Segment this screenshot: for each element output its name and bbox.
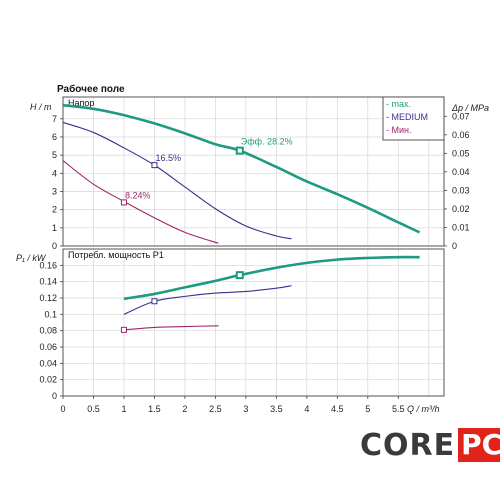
power-y-tick-label: 0.06 [39,342,57,352]
x-tick-label: 3.5 [270,404,283,414]
x-tick-label: 1.5 [148,404,161,414]
efficiency-label-medium: 16.5% [155,153,181,163]
x-tick-label: 2 [182,404,187,414]
head-y-tick-label: 7 [52,114,57,124]
x-tick-label: 2.5 [209,404,222,414]
power-curve-min [123,325,219,331]
x-tick-label: 4 [304,404,309,414]
x-tick-label: 5.5 [392,404,405,414]
legend-item-medium: - MEDIUM [386,112,428,122]
corepc-logo: CORE PC [360,427,500,463]
x-axis-label: Q / m³/h [407,404,440,414]
power-marker-min [120,326,127,333]
head-y2-tick-label: 0.04 [452,167,470,177]
head-y2-tick-label: 0.03 [452,185,470,195]
power-y-tick-label: 0.04 [39,358,57,368]
head-y-tick-label: 5 [52,150,57,160]
head-y-tick-label: 2 [52,205,57,215]
x-tick-label: 0 [60,404,65,414]
legend-item-max: - max. [386,99,411,109]
head-y-tick-label: 6 [52,132,57,142]
power-y-tick-label: 0 [52,391,57,401]
head-y2-tick-label: 0.01 [452,222,470,232]
head-marker-min [120,199,127,206]
power-marker-medium [151,298,158,305]
head-y2-tick-label: 0.05 [452,148,470,158]
x-tick-label: 3 [243,404,248,414]
head-y2-tick-label: 0.06 [452,130,470,140]
x-tick-label: 5 [365,404,370,414]
head-y2-tick-label: 0 [452,241,457,251]
head-marker-max [235,146,244,155]
head-y-tick-label: 0 [52,241,57,251]
chart-title: Рабочее поле [57,83,125,95]
power-y-tick-label: 0.1 [44,309,57,319]
power-panel-label: Потребл. мощность P1 [68,250,164,260]
efficiency-label-min: 8.24% [125,190,151,200]
power-curve-medium [123,285,292,315]
legend-box [382,96,445,141]
head-y-tick-label: 1 [52,223,57,233]
power-y-tick-label: 0.12 [39,293,57,303]
logo-pc-text: PC [458,428,500,462]
legend: - max. - MEDIUM - Мин. [382,96,445,141]
head-panel-label: Напор [68,98,94,108]
power-y-tick-label: 0.16 [39,260,57,270]
head-y-tick-label: 3 [52,186,57,196]
head-marker-medium [151,162,158,169]
head-curve-min [62,160,219,244]
power-curve-max [123,255,420,301]
legend-item-min: - Мин. [386,125,412,135]
x-tick-label: 4.5 [331,404,344,414]
power-y-tick-label: 0.02 [39,375,57,385]
head-y2-axis-label: Δp / MPa [451,103,489,113]
head-y-axis-label: H / m [30,102,52,112]
power-marker-max [235,271,244,280]
power-y-tick-label: 0.14 [39,277,57,287]
head-y2-tick-label: 0.07 [452,111,470,121]
head-y-tick-label: 4 [52,168,57,178]
head-y2-tick-label: 0.02 [452,204,470,214]
power-panel-frame [62,248,445,397]
logo-core-text: CORE [360,427,456,463]
power-y-tick-label: 0.08 [39,326,57,336]
power-y-axis-label: P₁ / kW [16,253,47,263]
head-curve-max [62,103,421,234]
head-curve-medium [62,121,292,240]
x-tick-label: 0.5 [87,404,100,414]
x-tick-label: 1 [121,404,126,414]
efficiency-label-max: Эфф. 28.2% [241,137,293,147]
